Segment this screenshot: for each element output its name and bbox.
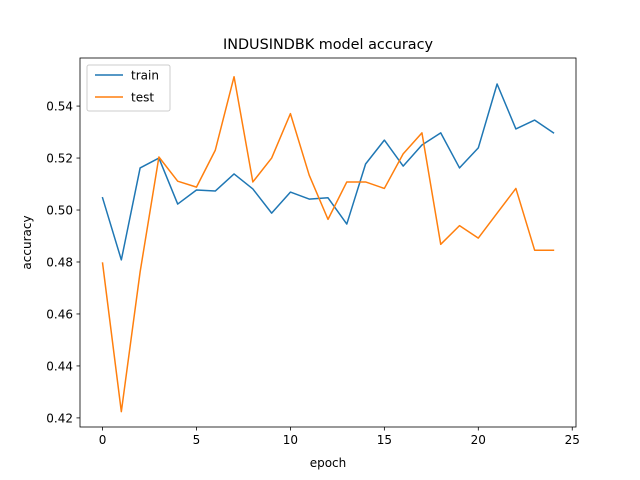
y-tick-label: 0.48 xyxy=(46,255,73,269)
x-tick-label: 10 xyxy=(283,433,298,447)
x-tick-label: 0 xyxy=(99,433,107,447)
x-tick-label: 25 xyxy=(565,433,580,447)
y-tick-label: 0.52 xyxy=(46,152,73,166)
y-tick-label: 0.46 xyxy=(46,307,73,321)
plot-area xyxy=(101,75,555,413)
x-tick-label: 20 xyxy=(471,433,486,447)
y-axis-label: accuracy xyxy=(20,215,34,269)
y-tick-label: 0.50 xyxy=(46,204,73,218)
x-tick-label: 5 xyxy=(193,433,201,447)
legend-label-test: test xyxy=(131,91,154,105)
legend-frame xyxy=(86,64,171,112)
y-axis: 0.42 0.44 0.46 0.48 0.50 0.52 0.54 xyxy=(46,100,80,425)
chart-title: INDUSINDBK model accuracy xyxy=(223,37,434,53)
series-line-train xyxy=(101,83,555,261)
axes-frame xyxy=(79,57,577,428)
legend: train test xyxy=(86,64,171,112)
y-tick-label: 0.42 xyxy=(46,411,73,425)
y-tick-label: 0.44 xyxy=(46,359,73,373)
x-axis-label: epoch xyxy=(310,456,347,470)
y-tick-label: 0.54 xyxy=(46,100,73,114)
x-tick-label: 15 xyxy=(377,433,392,447)
legend-label-train: train xyxy=(131,69,159,83)
series-line-test xyxy=(101,75,555,413)
x-axis: 0 5 10 15 20 25 xyxy=(99,427,580,447)
